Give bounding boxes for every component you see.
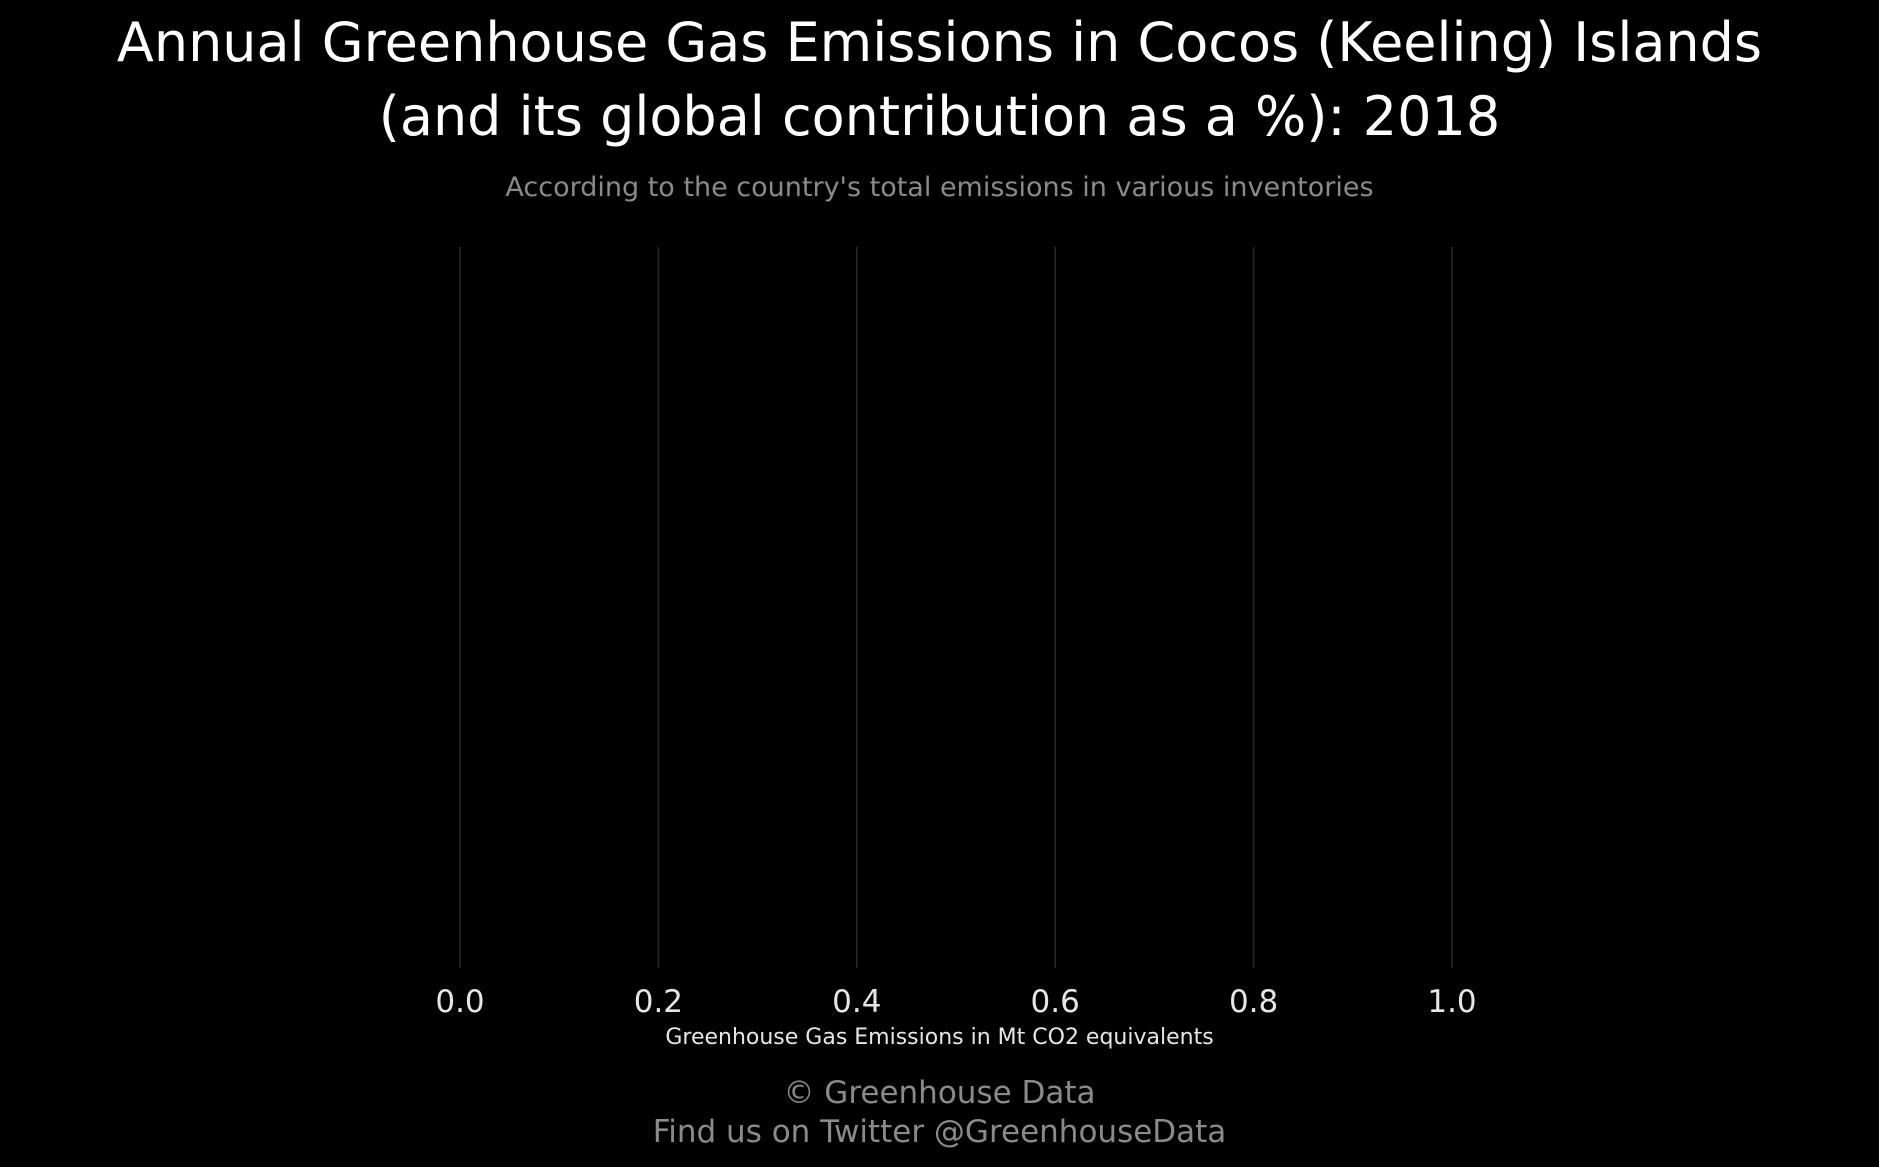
chart-subtitle: According to the country's total emissio… — [505, 172, 1374, 203]
chart-title-line-2: (and its global contribution as a %): 20… — [378, 85, 1501, 148]
footer-copyright: © Greenhouse Data — [783, 1075, 1096, 1111]
x-tick-label: 0.8 — [1229, 984, 1278, 1020]
chart-title-line-1: Annual Greenhouse Gas Emissions in Cocos… — [116, 11, 1763, 74]
x-tick-label: 0.6 — [1031, 984, 1080, 1020]
x-tick-label: 1.0 — [1427, 984, 1476, 1020]
x-tick-label: 0.4 — [832, 984, 881, 1020]
gridlines — [459, 247, 1453, 968]
x-tick-labels: 0.0 0.2 0.4 0.6 0.8 1.0 — [435, 984, 1476, 1020]
x-tick-label: 0.2 — [634, 984, 683, 1020]
x-axis-label: Greenhouse Gas Emissions in Mt CO2 equiv… — [665, 1025, 1214, 1050]
footer-twitter: Find us on Twitter @GreenhouseData — [652, 1114, 1227, 1150]
x-tick-label: 0.0 — [435, 984, 484, 1020]
